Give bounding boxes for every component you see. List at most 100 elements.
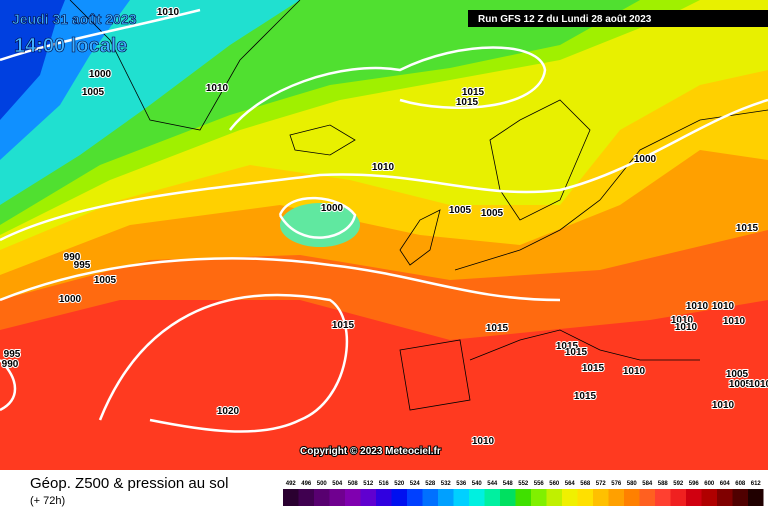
- isobar-label: 1015: [456, 97, 479, 108]
- isobar-label: 1010: [712, 400, 735, 411]
- date: Jeudi 31 août 2023: [12, 11, 137, 27]
- scale-swatch: [484, 489, 500, 506]
- isobar-label: 995: [4, 349, 21, 360]
- scale-swatch: [577, 489, 593, 506]
- scale-label: 548: [503, 481, 514, 487]
- scale-swatch: [345, 489, 361, 506]
- scale-label: 560: [549, 481, 560, 487]
- field: [0, 0, 65, 120]
- field: [280, 203, 360, 247]
- scale-label: 520: [394, 481, 405, 487]
- isobar-label: 1015: [462, 87, 485, 98]
- isobar-label: 1015: [574, 391, 597, 402]
- scale-label: 556: [534, 481, 545, 487]
- scale-swatch: [453, 489, 469, 506]
- isobar-label: 990: [2, 359, 19, 370]
- isobar-label: 1010: [157, 7, 180, 18]
- isobar-label: 995: [74, 260, 91, 271]
- run-banner: [468, 10, 768, 27]
- isobar-label: 990: [64, 252, 81, 263]
- isobar-label: 1010: [723, 316, 746, 327]
- scale-label: 572: [596, 481, 607, 487]
- scale-label: 612: [751, 481, 762, 487]
- scale-swatch: [624, 489, 640, 506]
- isobar-line: [0, 8, 768, 433]
- isobar-label: 1010: [472, 436, 495, 447]
- isobar-label: 1020: [217, 406, 240, 417]
- coastline: [69, 0, 768, 411]
- isobar-label: 1000: [89, 69, 112, 80]
- scale-swatch: [360, 489, 376, 506]
- isobar-label: 1005: [449, 205, 472, 216]
- scale-swatch: [686, 489, 702, 506]
- scale-label: 532: [441, 481, 452, 487]
- scale-swatch: [546, 489, 562, 506]
- scale-swatch: [391, 489, 407, 506]
- isobar-label: 1010: [372, 162, 395, 173]
- copyright: Copyright © 2023 Meteociel.fr: [300, 446, 441, 457]
- isobar-label: 1015: [582, 363, 605, 374]
- isobar-label: 1005: [726, 369, 749, 380]
- scale-label: 552: [518, 481, 529, 487]
- isobar-label: 1005: [481, 208, 504, 219]
- scale-swatch: [314, 489, 330, 506]
- isobar-label: 1010: [623, 366, 646, 377]
- isobar-label: 1010: [749, 379, 768, 390]
- scale-swatch: [298, 489, 314, 506]
- scale-swatch: [500, 489, 516, 506]
- scale-swatch: [329, 489, 345, 506]
- scale-label: 540: [472, 481, 483, 487]
- scale-label: 492: [286, 481, 297, 487]
- scale-label: 516: [379, 481, 390, 487]
- scale-label: 524: [410, 481, 421, 487]
- scale-swatch: [608, 489, 624, 506]
- scale-label: 504: [332, 481, 343, 487]
- scale-label: 588: [658, 481, 669, 487]
- isobar-label: 1015: [736, 223, 759, 234]
- isobar-label: 1015: [556, 341, 579, 352]
- isobar-label: 1010: [712, 301, 735, 312]
- scale-swatch: [515, 489, 531, 506]
- footer-title: Géop. Z500 & pression au sol: [30, 475, 228, 492]
- scale-swatch: [531, 489, 547, 506]
- scale-swatch: [438, 489, 454, 506]
- scale-swatch: [469, 489, 485, 506]
- scale-swatch: [562, 489, 578, 506]
- scale-label: 536: [456, 481, 467, 487]
- isobar-label: 1000: [59, 294, 82, 305]
- scale-swatch: [422, 489, 438, 506]
- scale-label: 576: [611, 481, 622, 487]
- scale-label: 512: [363, 481, 374, 487]
- scale-swatch: [748, 489, 764, 506]
- scale-swatch: [376, 489, 392, 506]
- scale-swatch: [717, 489, 733, 506]
- isobar-label: 1005: [94, 275, 117, 286]
- isobar-label: 1010: [675, 322, 698, 333]
- scale-label: 544: [487, 481, 498, 487]
- scale-swatch: [283, 489, 299, 506]
- isobar-label: 1000: [321, 203, 344, 214]
- scale-label: 508: [348, 481, 359, 487]
- isobar-label: 1000: [634, 154, 657, 165]
- run-info: Run GFS 12 Z du Lundi 28 août 2023: [478, 14, 652, 25]
- scale-label: 580: [627, 481, 638, 487]
- scale-label: 584: [642, 481, 653, 487]
- scale-swatch: [639, 489, 655, 506]
- isobar-label: 1015: [565, 347, 588, 358]
- isobar-label: 1015: [332, 320, 355, 331]
- isobar-label: 1010: [206, 83, 229, 94]
- scale-label: 608: [735, 481, 746, 487]
- isobar-label: 1015: [486, 323, 509, 334]
- scale-label: 568: [580, 481, 591, 487]
- local-time: 14:00 locale: [14, 35, 127, 57]
- isobar-label: 1005: [729, 379, 752, 390]
- scale-swatch: [701, 489, 717, 506]
- scale-swatch: [655, 489, 671, 506]
- scale-swatch: [732, 489, 748, 506]
- scale-label: 596: [689, 481, 700, 487]
- scale-swatch: [670, 489, 686, 506]
- scale-label: 592: [673, 481, 684, 487]
- scale-swatch: [593, 489, 609, 506]
- scale-label: 496: [301, 481, 312, 487]
- scale-label: 604: [720, 481, 731, 487]
